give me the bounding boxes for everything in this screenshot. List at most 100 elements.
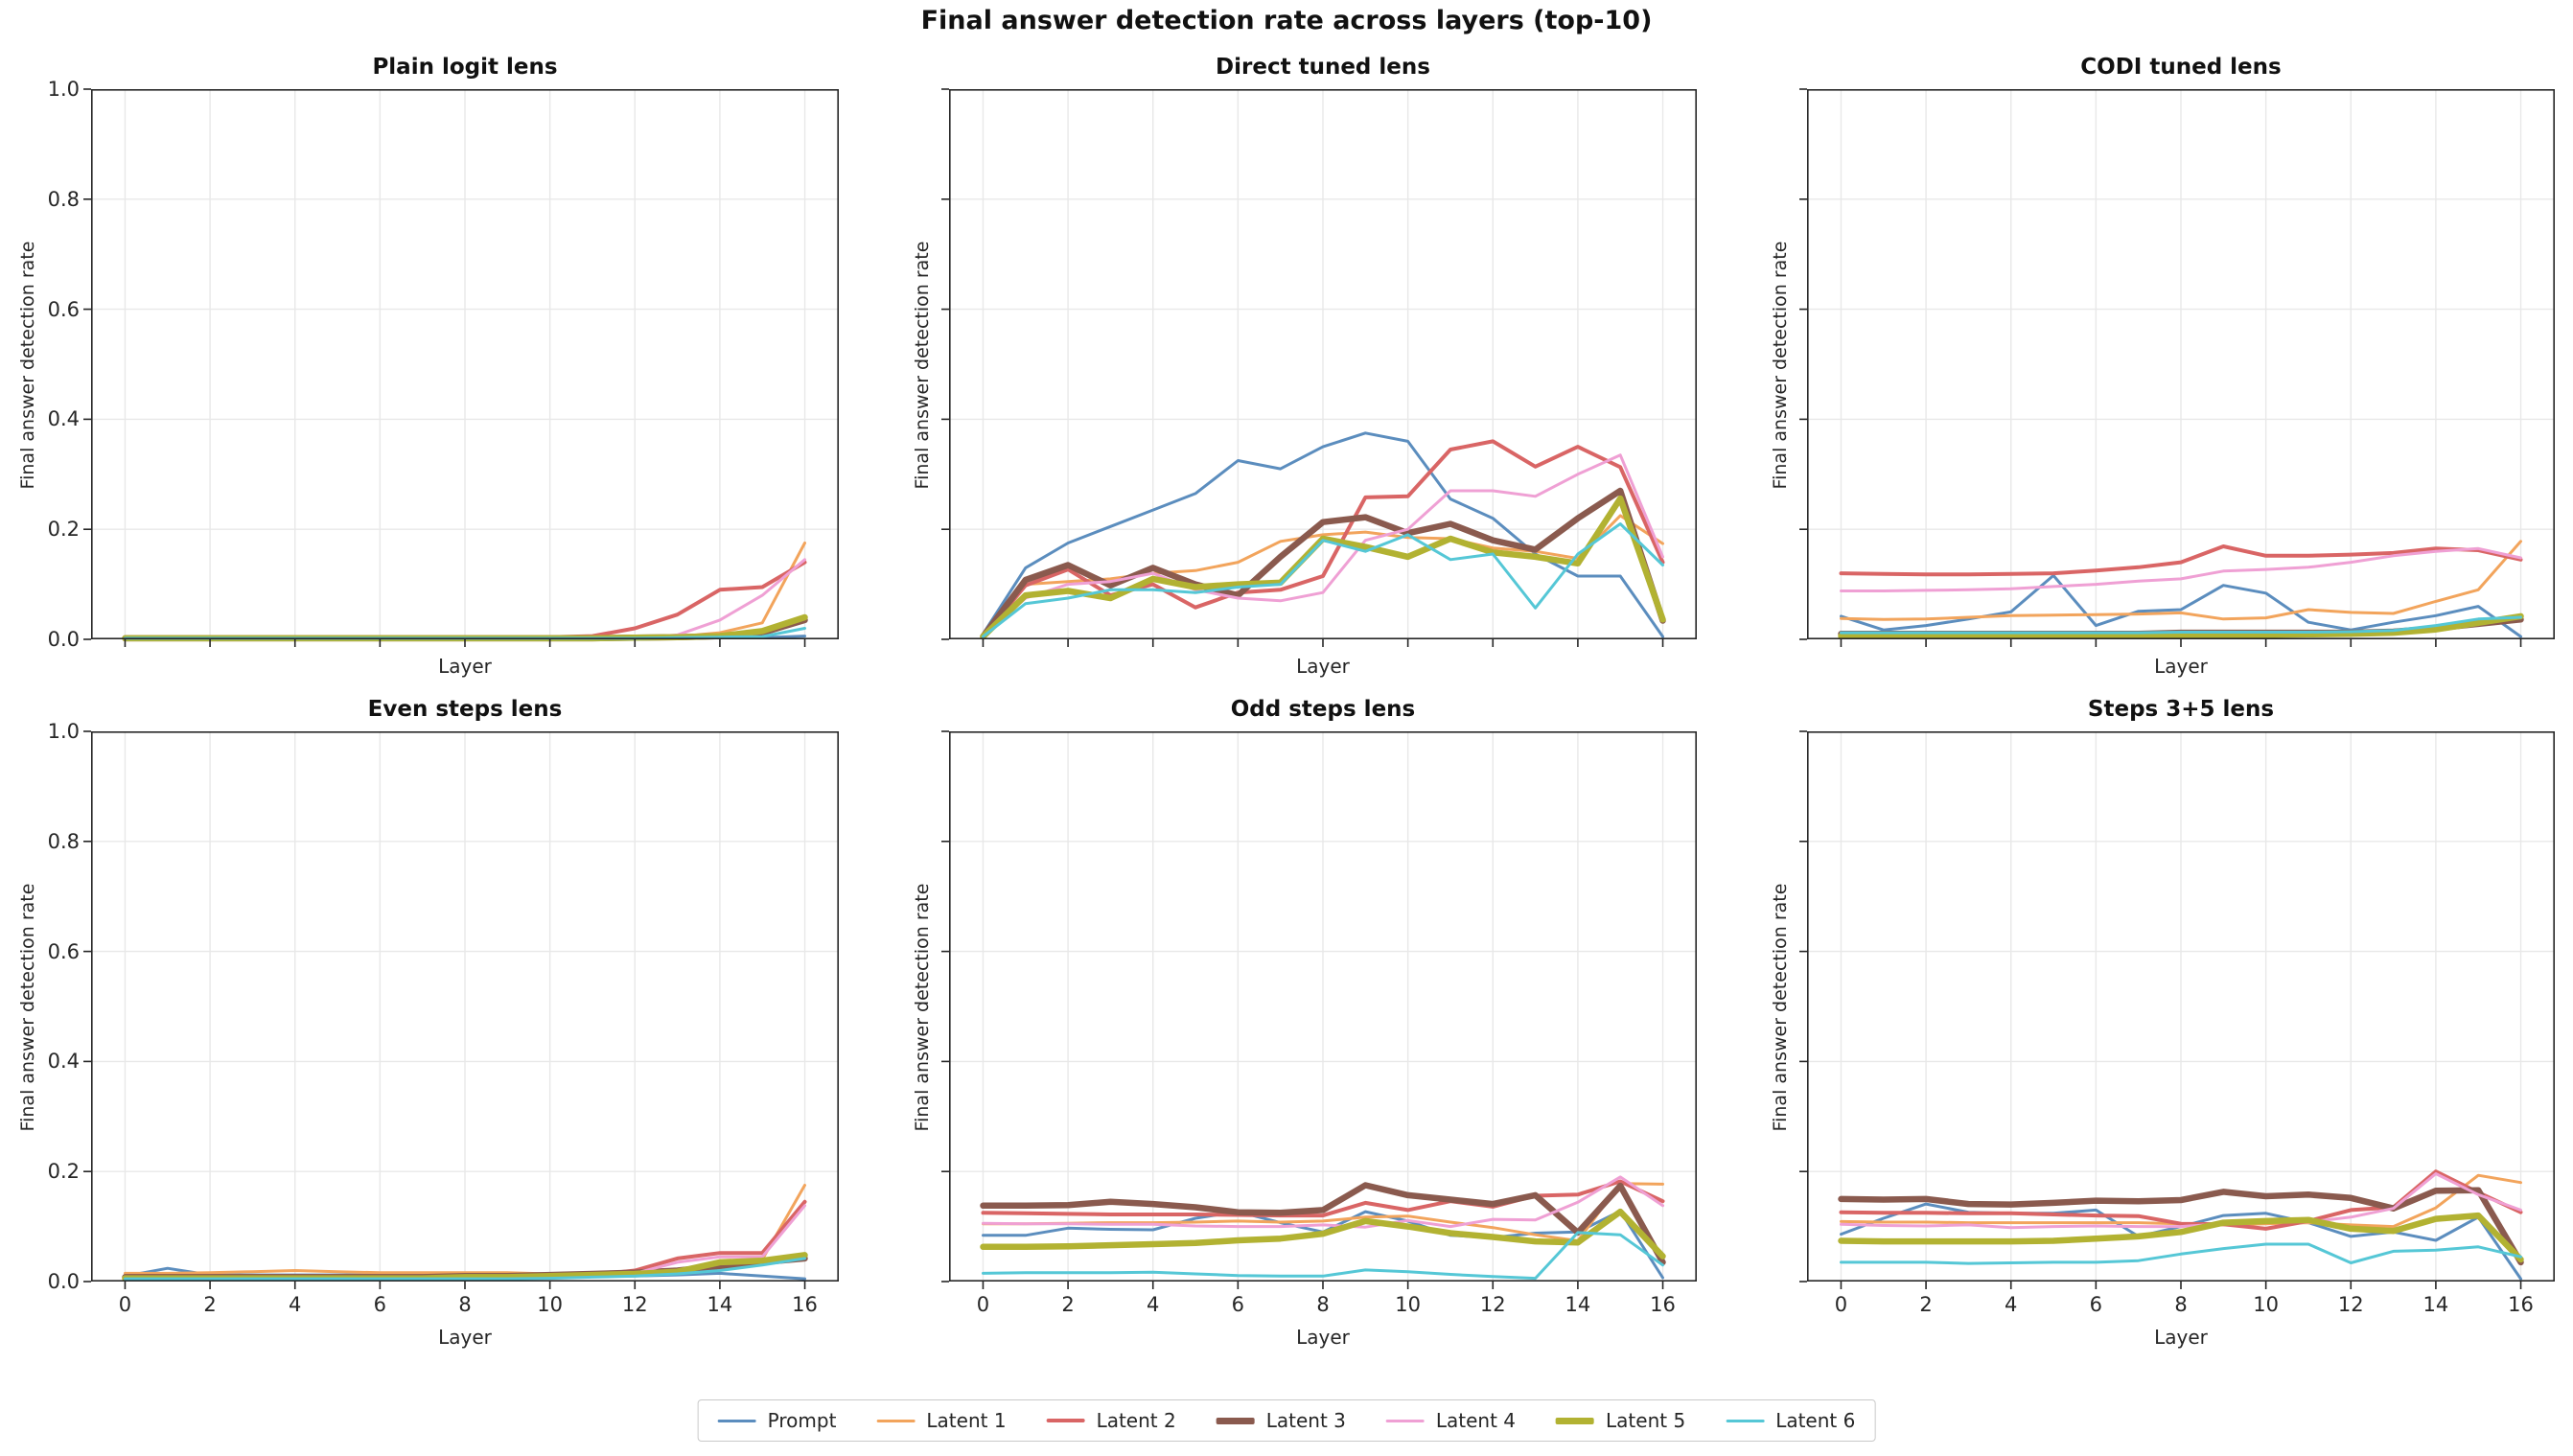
x-axis-label: Layer (2154, 1326, 2208, 1349)
subplot-codi-tuned-lens (1799, 88, 2556, 647)
line-series-latent-5 (1838, 1212, 2524, 1263)
axes-spines (91, 89, 840, 640)
line-series-latent-3 (980, 487, 1666, 640)
legend-label: Latent 6 (1775, 1409, 1856, 1432)
x-tick-label: 4 (289, 1293, 302, 1316)
subplot-title-direct-tuned-lens: Direct tuned lens (1216, 55, 1430, 80)
x-tick-label: 2 (203, 1293, 217, 1316)
x-tick-label: 16 (2508, 1293, 2534, 1316)
figure-title: Final answer detection rate across layer… (920, 6, 1653, 35)
legend: Prompt Latent 1 Latent 2 Latent 3 Latent 4 La… (697, 1399, 1876, 1442)
line-series-prompt (1840, 573, 2522, 638)
line-series-latent-5 (1838, 612, 2524, 639)
legend-line-swatch (1556, 1417, 1595, 1424)
legend-label: Latent 2 (1096, 1409, 1176, 1432)
legend-line-swatch (717, 1419, 756, 1422)
x-tick-label: 10 (1395, 1293, 1421, 1316)
legend-item-latent-1: Latent 1 (876, 1409, 1007, 1432)
y-axis-label: Final answer detection rate (1770, 883, 1791, 1132)
x-axis-label: Layer (1296, 655, 1350, 678)
y-tick-label: 1.0 (47, 720, 80, 743)
line-series-latent-4 (982, 1175, 1664, 1229)
line-series-latent-4 (1840, 1172, 2522, 1230)
x-axis-label: Layer (1296, 1326, 1350, 1349)
line-series-latent-2 (981, 1179, 1665, 1218)
x-axis-label: Layer (438, 1326, 492, 1349)
x-tick-label: 10 (537, 1293, 563, 1316)
line-series-latent-5 (980, 495, 1666, 640)
legend-item-latent-5: Latent 5 (1556, 1409, 1685, 1432)
x-tick-label: 2 (1061, 1293, 1075, 1316)
x-tick-label: 12 (1479, 1293, 1506, 1316)
subplot-even-steps-lens (83, 730, 840, 1289)
legend-item-latent-6: Latent 6 (1726, 1409, 1855, 1432)
x-tick-label: 8 (458, 1293, 472, 1316)
y-tick-label: 0.6 (47, 297, 80, 321)
x-tick-label: 14 (2422, 1293, 2449, 1316)
x-tick-label: 0 (118, 1293, 132, 1316)
y-tick-label: 0.4 (47, 1050, 80, 1074)
axes-spines (91, 731, 840, 1283)
subplot-steps-3-5-lens (1799, 730, 2556, 1289)
legend-label: Latent 4 (1435, 1409, 1517, 1432)
legend-label: Latent 1 (926, 1409, 1007, 1432)
subplot-plain-logit-lens (83, 88, 840, 647)
legend-item-latent-3: Latent 3 (1216, 1409, 1346, 1432)
legend-line-swatch (1216, 1417, 1255, 1424)
line-series-latent-2 (1839, 544, 2523, 577)
line-series-latent-3 (980, 1182, 1666, 1266)
line-series-latent-3 (1838, 1187, 2524, 1266)
x-tick-label: 4 (2005, 1293, 2018, 1316)
legend-label: Latent 3 (1265, 1409, 1346, 1432)
x-tick-label: 14 (707, 1293, 733, 1316)
x-tick-label: 6 (373, 1293, 387, 1316)
y-tick-label: 0.2 (47, 518, 80, 542)
y-tick-label: 0.6 (47, 939, 80, 963)
y-tick-label: 0.0 (47, 628, 80, 651)
line-series-latent-1 (1840, 540, 2522, 621)
x-tick-label: 12 (2337, 1293, 2364, 1316)
legend-item-latent-2: Latent 2 (1046, 1409, 1176, 1432)
legend-line-swatch (1726, 1419, 1765, 1422)
line-series-latent-6 (1840, 1242, 2522, 1265)
line-series-latent-6 (982, 1231, 1664, 1281)
legend-label: Latent 5 (1606, 1409, 1686, 1432)
x-tick-label: 4 (1147, 1293, 1160, 1316)
line-series-latent-2 (981, 439, 1665, 639)
y-axis-label: Final answer detection rate (17, 883, 38, 1132)
legend-line-swatch (876, 1419, 916, 1422)
y-tick-label: 0.2 (47, 1160, 80, 1184)
y-axis-label: Final answer detection rate (1770, 241, 1791, 490)
line-series-latent-6 (982, 522, 1664, 638)
legend-item-latent-4: Latent 4 (1385, 1409, 1517, 1432)
line-series-latent-4 (1840, 546, 2522, 592)
subplot-title-plain-logit-lens: Plain logit lens (372, 55, 558, 80)
y-tick-label: 0.0 (47, 1270, 80, 1293)
x-tick-label: 8 (2174, 1293, 2188, 1316)
subplot-title-even-steps-lens: Even steps lens (367, 697, 563, 722)
legend-label: Prompt (767, 1409, 837, 1432)
x-axis-label: Layer (438, 655, 492, 678)
line-series-latent-6 (1840, 615, 2522, 635)
line-series-latent-6 (124, 1257, 806, 1281)
legend-item-prompt: Prompt (717, 1409, 837, 1432)
x-tick-label: 10 (2253, 1293, 2279, 1316)
subplot-title-odd-steps-lens: Odd steps lens (1230, 697, 1416, 722)
line-series-latent-5 (980, 1208, 1666, 1260)
x-tick-label: 2 (1919, 1293, 1933, 1316)
x-tick-label: 6 (1231, 1293, 1245, 1316)
subplot-direct-tuned-lens (941, 88, 1698, 647)
x-tick-label: 16 (792, 1293, 818, 1316)
y-tick-label: 0.8 (47, 187, 80, 211)
y-axis-label: Final answer detection rate (17, 241, 38, 490)
y-axis-label: Final answer detection rate (912, 883, 933, 1132)
y-tick-label: 0.4 (47, 407, 80, 431)
subplot-title-codi-tuned-lens: CODI tuned lens (2080, 55, 2282, 80)
axes-spines (1807, 731, 2556, 1283)
axes-spines (949, 89, 1698, 640)
x-tick-label: 14 (1565, 1293, 1591, 1316)
x-tick-label: 0 (976, 1293, 990, 1316)
x-tick-label: 6 (2089, 1293, 2103, 1316)
y-tick-label: 1.0 (47, 78, 80, 101)
